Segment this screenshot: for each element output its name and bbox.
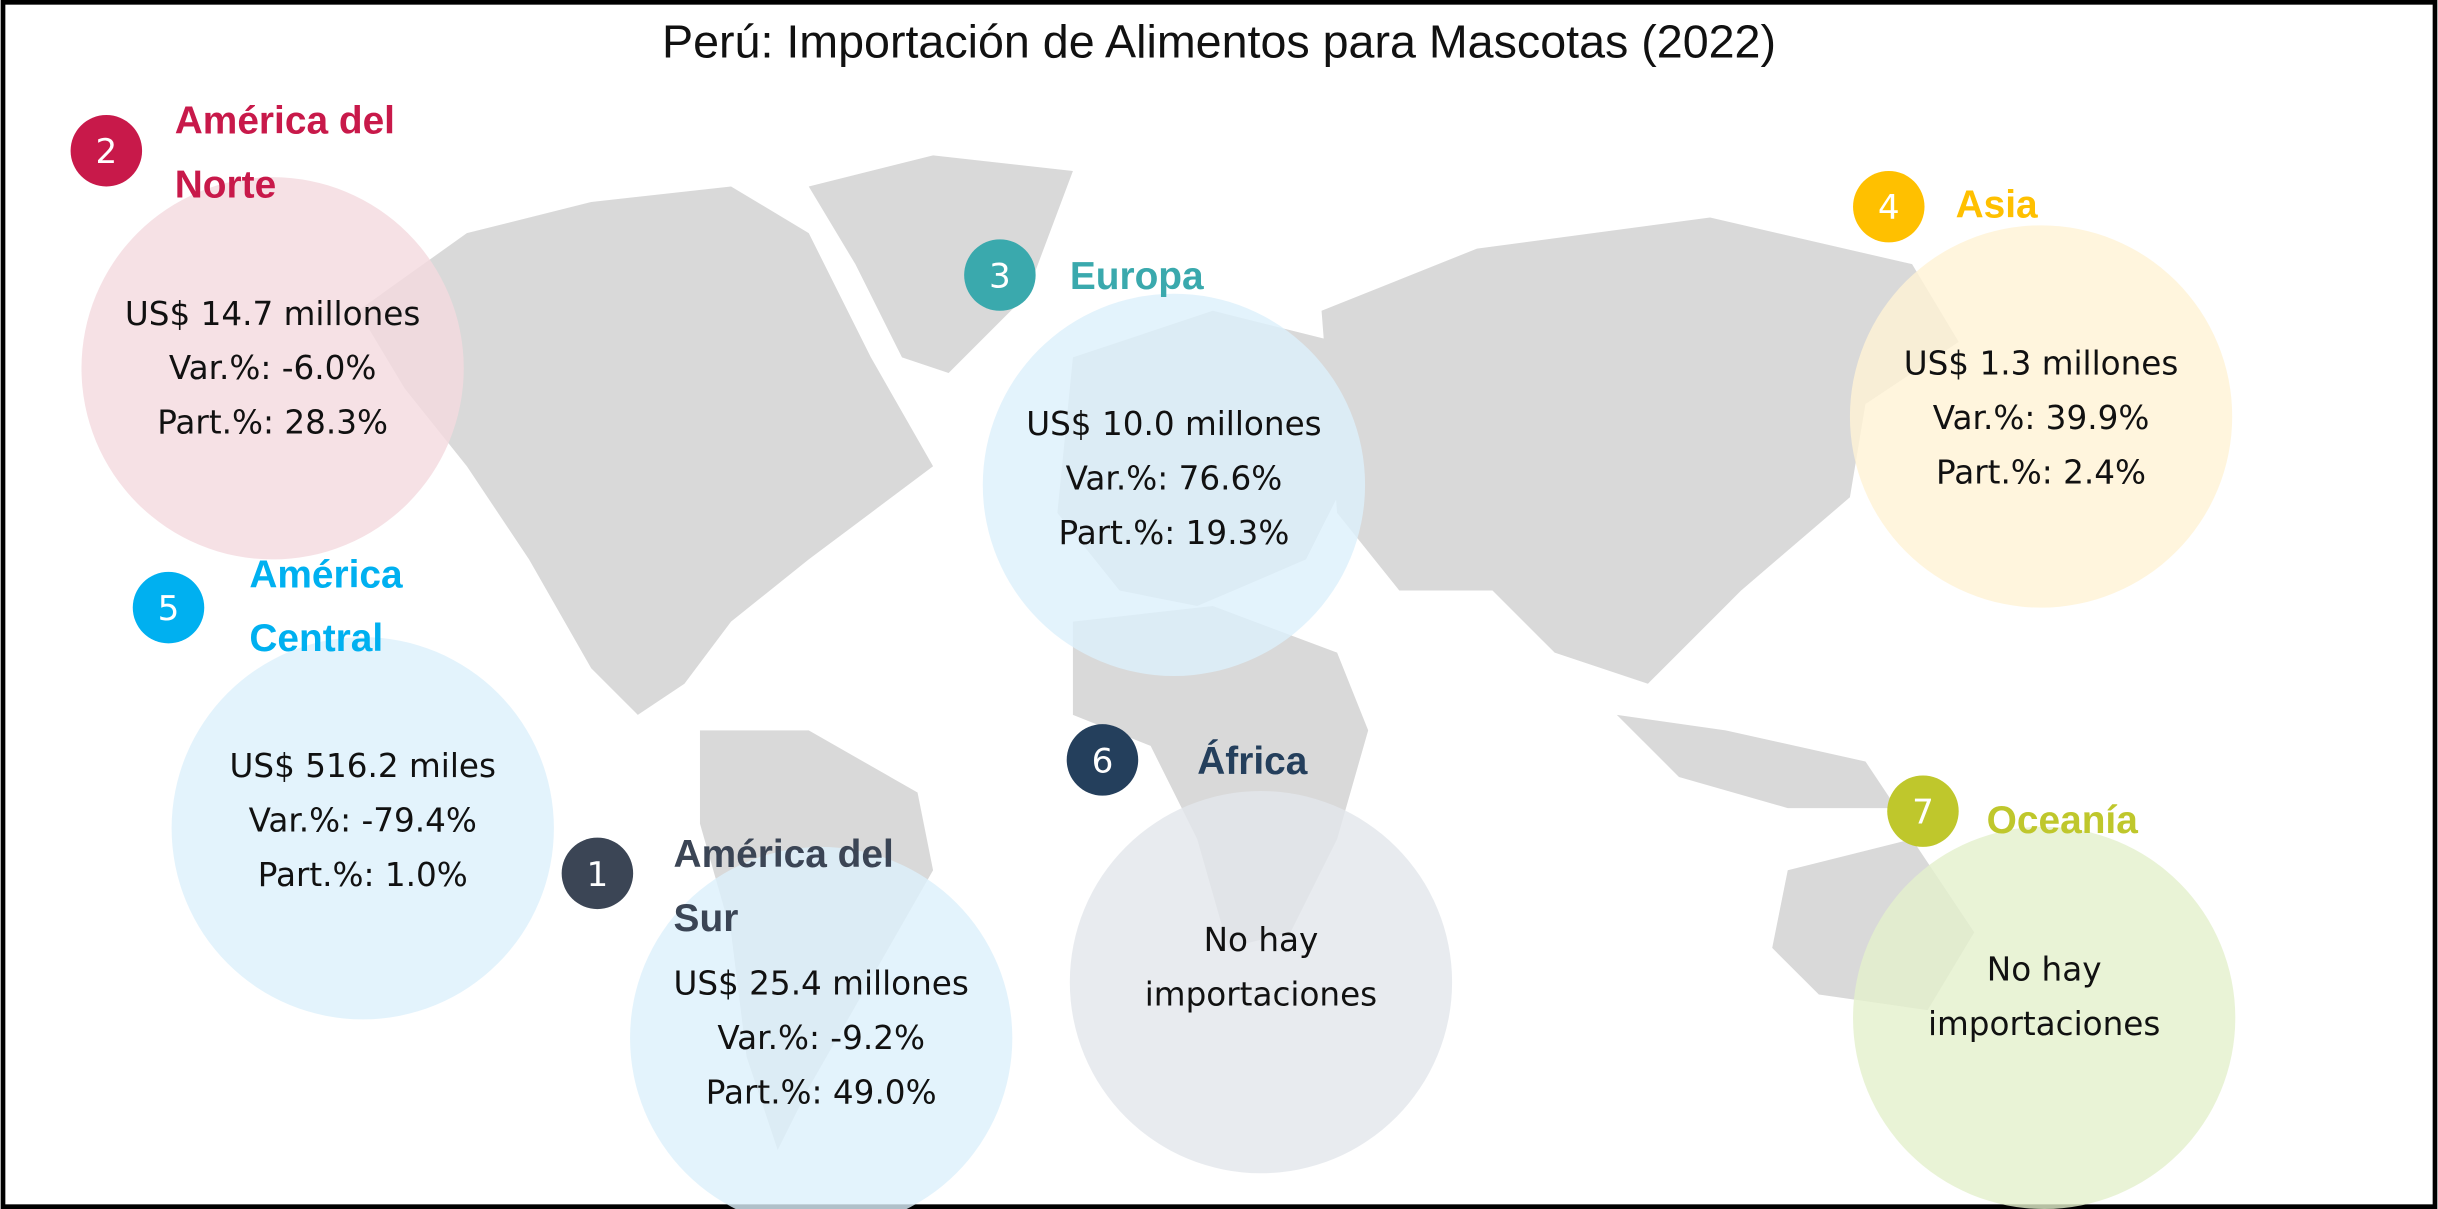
region-bubble: [81, 177, 464, 560]
region-stat: Part.%: 2.4%: [1936, 453, 2146, 491]
region-stat: Var.%: 39.9%: [1933, 399, 2150, 437]
region-bubble: [1069, 790, 1453, 1174]
rank-number: 5: [158, 589, 180, 629]
region-stat: Part.%: 49.0%: [706, 1073, 937, 1111]
region-stat: US$ 10.0 millones: [1026, 405, 1321, 443]
region-name: América del Norte: [174, 99, 395, 207]
rank-badge: [132, 571, 205, 644]
rank-badge: [964, 239, 1036, 311]
region-bubble: [1853, 826, 2236, 1209]
region-stat: Part.%: 1.0%: [258, 856, 468, 894]
rank-number: 7: [1912, 793, 1934, 833]
region-stat: US$ 1.3 millones: [1904, 345, 2179, 383]
region-name-box: África: [1197, 739, 1308, 784]
rank-number: 3: [989, 256, 1011, 296]
region-name-box: América Central: [249, 553, 403, 661]
region-stat: Var.%: -9.2%: [717, 1019, 925, 1057]
title: Perú: Importación de Alimentos para Masc…: [662, 15, 1776, 67]
region-stat: Var.%: -6.0%: [169, 349, 377, 387]
region-name-box: América del Norte: [174, 99, 395, 207]
region-name: Asia: [1955, 183, 2038, 227]
rank-badge: [1066, 724, 1139, 796]
region-stat: No hay: [1204, 921, 1319, 959]
region-name-box: Asia: [1955, 183, 2038, 227]
regions: 2 América del Norte US$ 14.7 millones Var.%…: [70, 99, 2236, 1209]
region-stat: Part.%: 19.3%: [1059, 514, 1290, 552]
region-stat: Var.%: -79.4%: [249, 801, 477, 839]
region-bubble: [982, 293, 1366, 676]
rank-badge: [1853, 170, 1925, 243]
region-bubble: [630, 846, 1013, 1209]
rank-number: 2: [95, 132, 117, 172]
region-stat: Part.%: 28.3%: [157, 404, 388, 442]
rank-badge: [1887, 775, 1959, 847]
region-bubble: [1849, 225, 2233, 608]
rank-number: 4: [1878, 188, 1900, 228]
region-stat: US$ 516.2 miles: [230, 747, 496, 785]
region-stat: No hay: [1987, 951, 2102, 989]
region-name: Europa: [1069, 254, 1204, 299]
region-stat: importaciones: [1928, 1005, 2160, 1043]
region-name-box: Europa: [1069, 254, 1204, 299]
region-name-box: América del Sur: [673, 832, 894, 941]
region-stat: US$ 14.7 millones: [125, 295, 420, 333]
region-stat: US$ 25.4 millones: [673, 965, 968, 1003]
region-name: Oceanía: [1986, 798, 2138, 843]
rank-badge: [561, 837, 634, 910]
rank-number: 1: [587, 855, 609, 895]
region-stat: importaciones: [1145, 975, 1377, 1013]
region-name: América del Sur: [673, 832, 894, 941]
region-name: América Central: [249, 553, 403, 661]
rank-badge: [70, 114, 143, 187]
region-name: África: [1197, 739, 1308, 784]
region-bubble: [171, 637, 554, 1020]
region-name-box: Oceanía: [1986, 798, 2138, 843]
region-stat: Var.%: 76.6%: [1066, 460, 1283, 498]
rank-number: 6: [1092, 741, 1114, 781]
